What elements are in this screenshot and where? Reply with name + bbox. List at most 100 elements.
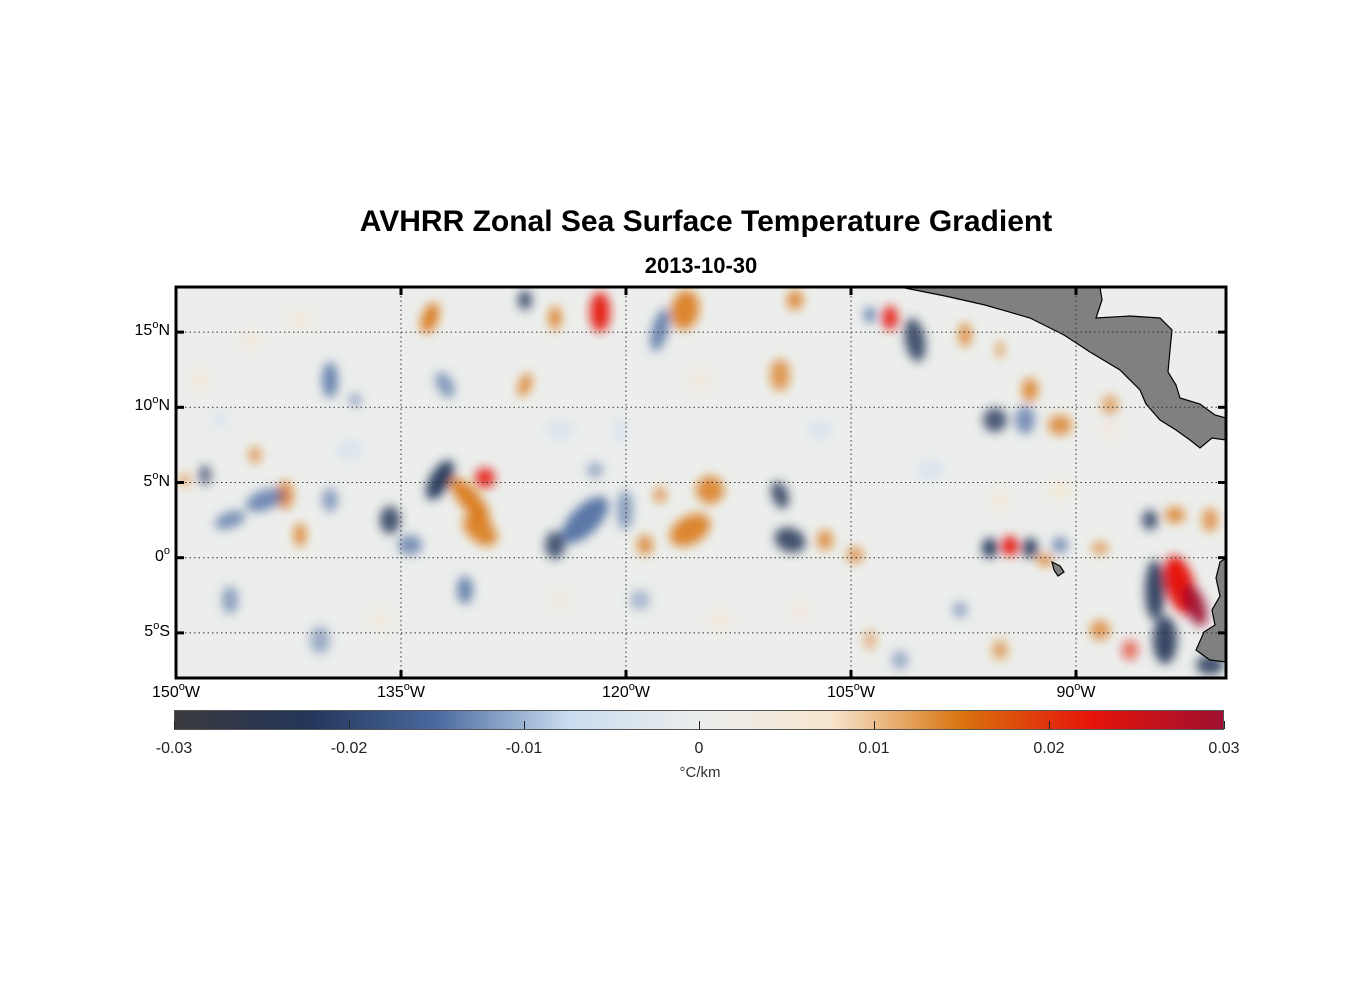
colorbar-tick-label: 0 [694, 740, 704, 757]
degree-symbol: o [152, 319, 159, 332]
degree-symbol: o [178, 681, 185, 693]
gradient-anomaly [650, 308, 670, 352]
gradient-anomaly [696, 476, 724, 504]
gradient-anomaly [959, 323, 971, 347]
south-america-land [1195, 557, 1226, 663]
colorbar-tick-label: 0.02 [1033, 740, 1065, 757]
gradient-anomaly [1153, 616, 1177, 664]
degree-symbol: o [1074, 681, 1081, 693]
land-mass [899, 287, 1226, 663]
gradient-anomaly [808, 420, 832, 440]
gradient-anomaly [310, 626, 330, 654]
gradient-anomaly [475, 468, 495, 488]
gradient-anomaly [774, 527, 806, 553]
degree-symbol: o [853, 681, 860, 693]
lat-label: 10oN [110, 394, 170, 415]
lat-label-degrees: 10 [134, 397, 153, 415]
degree-symbol: o [152, 394, 159, 407]
map-date-subtitle: 2013-10-30 [644, 253, 758, 278]
gradient-anomaly [996, 342, 1004, 358]
gradient-anomaly [214, 510, 246, 530]
map-title: AVHRR Zonal Sea Surface Temperature Grad… [359, 205, 1053, 238]
gradient-anomaly [817, 530, 833, 550]
gradient-anomaly [349, 394, 361, 406]
lon-label-degrees: 105 [827, 684, 854, 701]
lon-label-hemisphere: W [1080, 684, 1096, 701]
gradient-anomaly [983, 408, 1007, 432]
lon-label: 135oW [361, 682, 441, 702]
gradient-anomaly [1202, 508, 1218, 532]
lon-label: 150oW [136, 681, 216, 702]
gradient-anomaly [1102, 395, 1118, 415]
gradient-anomaly [245, 488, 285, 512]
colorbar-tick [174, 721, 175, 729]
gradient-anomaly [654, 487, 666, 503]
gradient-anomaly [398, 535, 422, 555]
colorbar-tick [874, 721, 875, 729]
degree-symbol: o [153, 619, 160, 632]
gradient-anomaly [238, 332, 262, 348]
gradient-anomaly [462, 514, 498, 546]
degree-symbol: o [152, 469, 159, 482]
colorbar-tick-label: 0.03 [1208, 740, 1240, 757]
gradient-anomaly [864, 630, 876, 650]
gradient-anomaly [294, 523, 306, 547]
gradient-anomaly [450, 477, 490, 523]
lat-label-hemisphere: N [158, 322, 170, 340]
gradient-anomaly [1002, 536, 1018, 556]
gradient-anomaly [637, 535, 653, 555]
lon-label-degrees: 90 [1056, 684, 1075, 701]
lon-label-hemisphere: W [859, 684, 875, 701]
gradient-anomaly [1022, 538, 1038, 558]
gradient-anomaly [708, 610, 732, 630]
gradient-anomaly [892, 650, 908, 670]
degree-symbol: o [163, 544, 170, 557]
colorbar-tick-label: -0.02 [330, 740, 368, 757]
gradient-anomaly [669, 513, 711, 547]
gradient-anomaly [435, 372, 455, 398]
gradient-anomaly [322, 362, 338, 398]
gradient-anomaly [549, 306, 561, 330]
gradient-anomaly-field [179, 290, 1224, 675]
degree-symbol: o [628, 681, 635, 693]
gradient-anomaly [286, 312, 314, 328]
gradient-anomaly [457, 576, 473, 604]
gradient-anomaly [952, 602, 968, 618]
gradient-anomaly [904, 318, 926, 362]
lat-label: 0o [110, 544, 170, 566]
gradient-anomaly [1182, 584, 1208, 626]
gradient-anomaly [518, 290, 532, 310]
colorbar-tick [699, 721, 700, 729]
gradient-anomaly [670, 290, 700, 330]
gradient-anomaly [336, 440, 364, 460]
gradient-anomaly [518, 373, 532, 397]
gradient-anomaly [617, 490, 633, 530]
lat-label-hemisphere: N [158, 472, 170, 490]
gradient-anomaly [1122, 640, 1138, 660]
colorbar [174, 710, 1224, 730]
lat-label: 5oS [110, 619, 170, 641]
lon-label: 90oW [1036, 681, 1116, 702]
lon-label-degrees: 120 [602, 684, 629, 701]
gradient-anomaly [420, 302, 440, 334]
gradient-anomaly [380, 506, 400, 534]
gradient-anomaly [1048, 415, 1072, 435]
gradient-anomaly [688, 370, 712, 390]
gradient-anomaly [1142, 510, 1158, 530]
gradient-anomaly [1092, 542, 1108, 554]
gradient-anomaly [1165, 507, 1185, 523]
gradient-anomaly [590, 292, 610, 332]
gradient-anomaly [982, 538, 998, 558]
gradient-anomaly [1100, 422, 1120, 438]
gradient-anomaly [630, 590, 650, 610]
gradient-anomaly [546, 420, 574, 440]
lon-label-degrees: 135 [377, 684, 404, 701]
lat-label-hemisphere: N [158, 397, 170, 415]
colorbar-unit-label: °C/km [679, 764, 721, 781]
gradient-anomaly [370, 610, 390, 630]
colorbar-tick [1224, 721, 1225, 729]
gradient-anomaly [1090, 620, 1110, 640]
lon-label-hemisphere: W [409, 684, 425, 701]
gradient-anomaly [545, 531, 565, 559]
colorbar-tick [1049, 721, 1050, 729]
